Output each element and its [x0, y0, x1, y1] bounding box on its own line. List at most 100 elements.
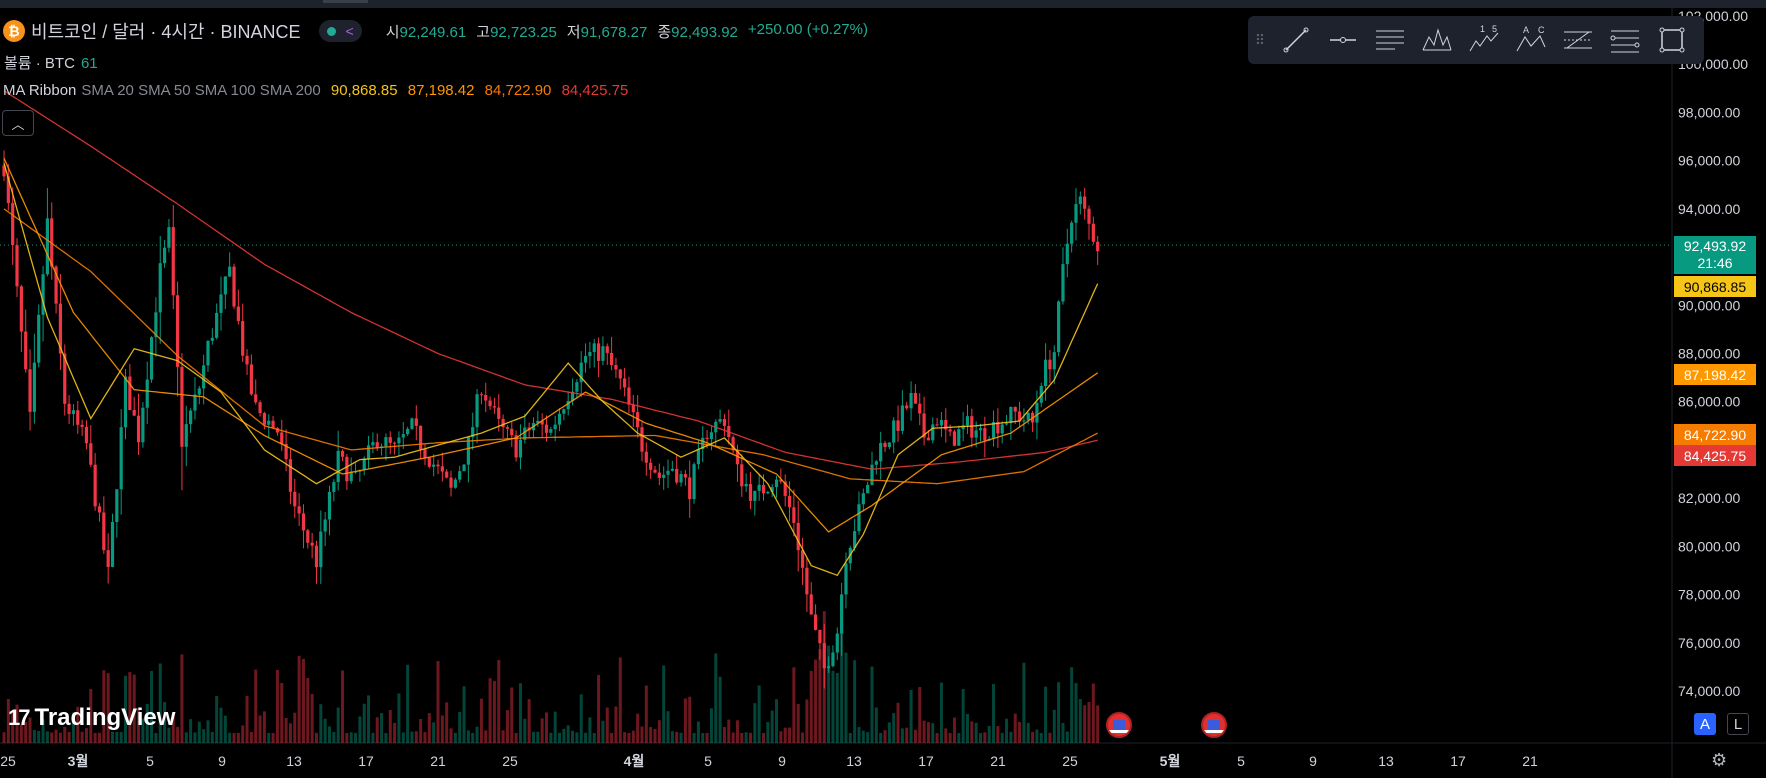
volume-bar — [380, 713, 384, 743]
volume-bar — [440, 715, 444, 743]
volume-bar — [536, 731, 540, 743]
gear-icon[interactable]: ⚙ — [1711, 750, 1728, 770]
candle-body — [1035, 402, 1039, 423]
open-label: 시 — [385, 23, 400, 41]
y-tick-label: 94,000.00 — [1678, 201, 1740, 217]
candle-body — [744, 483, 748, 487]
candle-body — [479, 394, 483, 396]
candle-body — [141, 407, 145, 443]
last-price-tag: 92,493.92 21:46 — [1674, 236, 1756, 274]
volume-bar — [306, 677, 310, 743]
volume-bar — [722, 727, 726, 743]
volume-bar — [445, 702, 449, 743]
volume-bar — [297, 655, 301, 743]
fib-channel-icon[interactable] — [1601, 20, 1648, 60]
us-flag-icon[interactable] — [1106, 712, 1132, 738]
volume-bar — [931, 723, 935, 743]
rectangle-icon[interactable] — [1648, 20, 1695, 60]
trend-line-icon[interactable] — [1272, 20, 1319, 60]
wave-digit-1: 1 — [1480, 25, 1485, 34]
volume-bar — [1061, 722, 1065, 743]
volume-bar — [874, 707, 878, 743]
candle-body — [800, 550, 805, 568]
sma50-line — [3, 157, 1099, 533]
volume-bar — [883, 730, 887, 743]
candle-body — [471, 427, 475, 438]
volume-bar — [54, 729, 58, 743]
log-scale-button[interactable]: L — [1727, 713, 1749, 735]
symbol-title[interactable]: 비트코인 / 달러 · 4시간 · BINANCE — [31, 22, 301, 42]
candle-body — [705, 437, 709, 440]
pattern-icon[interactable] — [1413, 20, 1460, 60]
ma-ribbon-legend[interactable]: MA Ribbon SMA 20 SMA 50 SMA 100 SMA 200 9… — [3, 82, 628, 99]
candle-body — [384, 437, 388, 447]
candle-body — [1070, 222, 1074, 244]
candle-body — [835, 633, 839, 653]
volume-bar — [137, 707, 141, 743]
candle-body — [675, 468, 679, 483]
candle-body — [488, 400, 492, 407]
volume-bar — [605, 707, 609, 743]
candle-body — [553, 424, 557, 430]
candle-body — [388, 437, 392, 443]
market-status-pill[interactable]: < — [318, 20, 362, 42]
candle-body — [796, 522, 800, 551]
auto-scale-button[interactable]: A — [1694, 713, 1716, 735]
candle-body — [466, 437, 470, 465]
volume-bar — [631, 730, 635, 743]
candle-body — [453, 479, 457, 488]
candle-body — [618, 369, 622, 379]
candle-body — [570, 391, 575, 401]
bitcoin-icon[interactable]: ₿ — [3, 20, 25, 42]
candle-body — [462, 464, 466, 472]
volume-bar — [1022, 662, 1026, 743]
fib-retracement-icon[interactable] — [1554, 20, 1601, 60]
x-tick-label: 5 — [1237, 753, 1245, 769]
candle-body — [631, 404, 635, 413]
sma20-value: 90,868.85 — [330, 82, 398, 99]
volume-bar — [974, 722, 978, 743]
volume-bar — [766, 722, 770, 743]
candle-body — [696, 449, 700, 465]
volume-bar — [505, 710, 509, 743]
parallel-channel-icon[interactable] — [1366, 20, 1413, 60]
volume-bar — [679, 732, 683, 743]
candle-body — [106, 550, 110, 567]
candle-body — [588, 352, 592, 357]
candle-body — [753, 490, 757, 501]
candle-body — [952, 431, 957, 446]
candle-body — [853, 531, 857, 548]
chevron-up-icon[interactable]: ︿ — [2, 110, 34, 136]
horizontal-ray-icon[interactable] — [1319, 20, 1366, 60]
change-value: +250.00 (+0.27%) — [747, 20, 868, 38]
volume-bar — [562, 728, 566, 743]
candle-body — [1096, 241, 1100, 252]
volume-bar — [579, 694, 583, 743]
tradingview-logo[interactable]: 17 TradingView — [8, 704, 175, 732]
volume-bar — [1083, 705, 1087, 743]
candle-body — [340, 450, 345, 457]
volume-bar — [545, 712, 548, 743]
volume-bar — [84, 728, 88, 743]
candle-body — [1022, 420, 1026, 422]
volume-bar — [63, 726, 67, 743]
drag-handle-icon[interactable]: ⠿ — [1254, 31, 1266, 48]
candle-body — [870, 464, 874, 485]
candle-body — [761, 484, 766, 494]
y-tick-label: 74,000.00 — [1678, 683, 1740, 699]
volume-legend[interactable]: 볼륨 · BTC 61 — [4, 52, 98, 73]
share-icon[interactable]: < — [345, 23, 354, 39]
candle-body — [649, 462, 653, 470]
price-chart[interactable]: 74,000.00 76,000.00 78,000.00 80,000.00 82,0… — [0, 8, 1766, 778]
volume-bar — [618, 657, 622, 743]
candle-body — [197, 388, 201, 395]
candle-body — [332, 482, 336, 492]
candle-body — [1074, 204, 1078, 223]
candle-body — [1013, 406, 1017, 412]
candle-body — [601, 346, 605, 361]
us-flag-icon[interactable] — [1201, 712, 1227, 738]
candle-body — [223, 276, 227, 295]
volume-bar — [384, 732, 388, 743]
